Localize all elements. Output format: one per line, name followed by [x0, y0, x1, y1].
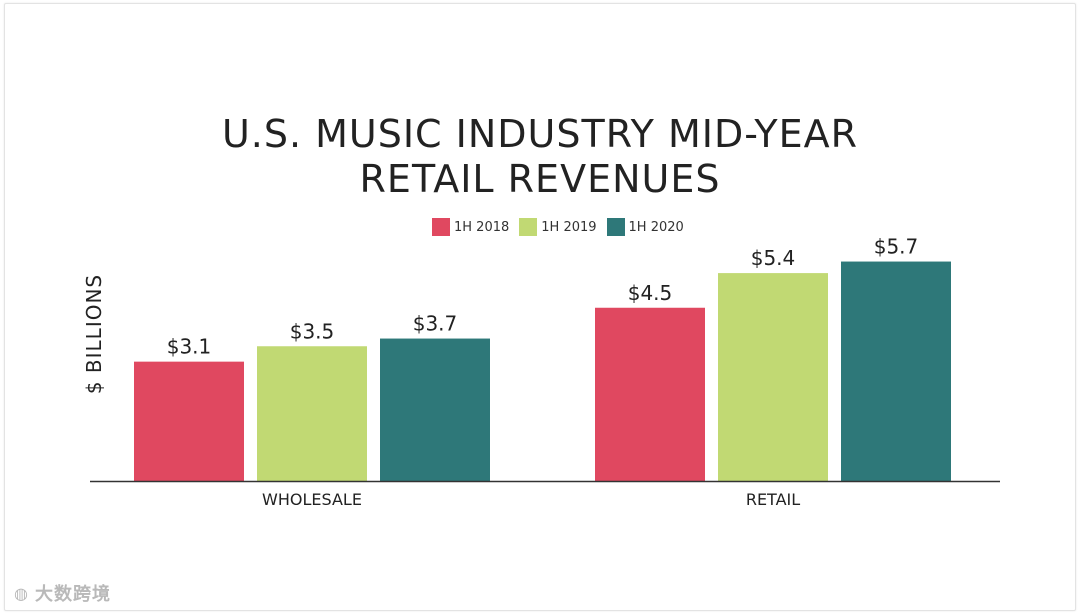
- bar-wholesale-1h-2020: [380, 338, 490, 481]
- bar-retail-1h-2020: [841, 261, 951, 481]
- data-label-wholesale-1h-2020: $3.7: [413, 312, 458, 336]
- legend-item-1h-2018: 1H 2018: [432, 218, 509, 236]
- chart-title-line-1: U.S. MUSIC INDUSTRY MID-YEAR: [221, 112, 859, 156]
- legend-swatch-1h-2020: [606, 218, 625, 236]
- data-label-wholesale-1h-2019: $3.5: [290, 319, 335, 343]
- bar-retail-1h-2019: [718, 273, 828, 481]
- data-label-retail-1h-2019: $5.4: [751, 246, 796, 270]
- legend-swatch-1h-2019: [519, 218, 538, 236]
- data-label-retail-1h-2020: $5.7: [874, 235, 919, 259]
- legend-item-1h-2019: 1H 2019: [519, 218, 597, 236]
- chart-legend: 1H 2018 1H 2019 1H 2020: [432, 218, 694, 236]
- legend-label-1h-2020: 1H 2020: [628, 219, 684, 235]
- chart-title-line-2: RETAIL REVENUES: [359, 157, 721, 201]
- logo-icon: ◍: [14, 583, 29, 603]
- data-label-retail-1h-2018: $4.5: [628, 281, 673, 305]
- watermark: ◍ 大数跨境: [14, 580, 111, 606]
- bar-wholesale-1h-2018: [134, 361, 244, 481]
- legend-label-1h-2018: 1H 2018: [454, 219, 510, 235]
- legend-swatch-1h-2018: [432, 218, 450, 236]
- x-tick-label-retail: RETAIL: [746, 490, 800, 509]
- data-label-wholesale-1h-2018: $3.1: [167, 335, 212, 359]
- watermark-text: 大数跨境: [34, 584, 111, 605]
- legend-item-1h-2020: 1H 2020: [606, 218, 684, 236]
- bar-retail-1h-2018: [595, 307, 705, 481]
- legend-label-1h-2019: 1H 2019: [541, 219, 597, 235]
- x-tick-label-wholesale: WHOLESALE: [262, 490, 362, 509]
- bar-wholesale-1h-2019: [257, 346, 367, 481]
